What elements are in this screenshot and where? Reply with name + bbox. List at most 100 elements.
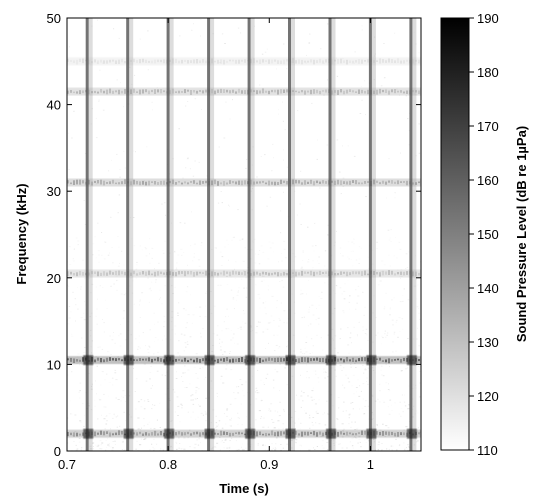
noise-speck bbox=[99, 448, 101, 450]
noise-speck bbox=[312, 314, 315, 316]
frequency-band-texture bbox=[361, 59, 363, 64]
noise-speck bbox=[323, 371, 325, 373]
frequency-band-texture bbox=[220, 88, 222, 93]
frequency-band-texture bbox=[91, 271, 93, 275]
noise-speck bbox=[351, 438, 353, 440]
frequency-band-texture bbox=[286, 273, 288, 276]
noise-speck bbox=[414, 413, 416, 415]
noise-speck bbox=[259, 84, 261, 86]
noise-speck bbox=[260, 379, 262, 381]
noise-speck bbox=[352, 374, 355, 376]
noise-speck bbox=[173, 252, 176, 253]
noise-speck bbox=[115, 416, 117, 418]
frequency-band-texture bbox=[274, 272, 276, 275]
frequency-band-texture bbox=[112, 179, 114, 184]
frequency-band-texture bbox=[118, 270, 120, 276]
frequency-band-texture bbox=[418, 90, 420, 94]
frequency-band-texture bbox=[307, 90, 309, 93]
noise-speck bbox=[205, 413, 208, 415]
frequency-band-texture bbox=[256, 60, 258, 63]
frequency-band-texture bbox=[112, 90, 114, 94]
noise-speck bbox=[334, 335, 335, 336]
noise-speck bbox=[405, 426, 408, 428]
noise-speck bbox=[271, 170, 273, 172]
frequency-band-texture bbox=[190, 90, 192, 95]
frequency-band-texture bbox=[352, 60, 354, 64]
noise-speck bbox=[309, 306, 311, 308]
pulse-hotspot bbox=[123, 428, 134, 439]
noise-speck bbox=[269, 439, 270, 441]
noise-speck bbox=[323, 268, 325, 270]
noise-speck bbox=[246, 287, 248, 289]
noise-speck bbox=[95, 137, 98, 139]
noise-speck bbox=[391, 299, 393, 301]
noise-speck bbox=[72, 260, 75, 262]
frequency-band-texture bbox=[331, 90, 333, 95]
pulse-tail bbox=[169, 18, 174, 451]
noise-speck bbox=[230, 339, 233, 341]
noise-speck bbox=[257, 369, 259, 371]
frequency-band-texture bbox=[235, 181, 237, 185]
noise-speck bbox=[143, 400, 146, 402]
noise-speck bbox=[342, 428, 345, 430]
noise-speck bbox=[195, 418, 197, 420]
noise-speck bbox=[305, 412, 307, 414]
x-tick-label: 0.9 bbox=[260, 457, 278, 472]
noise-speck bbox=[223, 321, 225, 323]
frequency-band-texture bbox=[415, 90, 417, 93]
noise-speck bbox=[286, 346, 288, 348]
noise-speck bbox=[325, 372, 327, 373]
noise-speck bbox=[389, 366, 390, 368]
frequency-band-texture bbox=[283, 271, 285, 276]
noise-speck bbox=[122, 390, 125, 392]
frequency-band-texture bbox=[82, 90, 84, 94]
frequency-band-texture bbox=[367, 89, 369, 95]
noise-speck bbox=[67, 319, 68, 321]
noise-speck bbox=[317, 139, 318, 141]
noise-speck bbox=[275, 443, 277, 445]
pulse-line bbox=[247, 18, 251, 451]
noise-speck bbox=[134, 74, 136, 76]
frequency-band-texture bbox=[136, 60, 138, 63]
frequency-band-texture bbox=[400, 271, 402, 275]
frequency-band-texture bbox=[319, 431, 321, 435]
frequency-band-texture bbox=[160, 271, 162, 275]
noise-speck bbox=[148, 288, 151, 290]
noise-speck bbox=[300, 267, 303, 269]
noise-speck bbox=[413, 405, 415, 407]
frequency-band-texture bbox=[358, 89, 360, 94]
frequency-band-texture bbox=[340, 431, 342, 435]
noise-speck bbox=[84, 301, 85, 303]
frequency-band-texture bbox=[385, 60, 387, 63]
noise-speck bbox=[367, 256, 369, 258]
noise-speck bbox=[351, 445, 354, 447]
noise-speck bbox=[273, 427, 276, 429]
noise-speck bbox=[200, 336, 202, 338]
frequency-band-texture bbox=[391, 89, 393, 93]
pulse-tail bbox=[331, 18, 336, 451]
noise-speck bbox=[200, 442, 201, 444]
noise-speck bbox=[414, 387, 417, 389]
noise-speck bbox=[129, 285, 131, 287]
noise-speck bbox=[154, 268, 155, 270]
frequency-band-texture bbox=[67, 432, 69, 437]
frequency-band-texture bbox=[286, 59, 288, 62]
noise-speck bbox=[347, 344, 350, 346]
frequency-band-texture bbox=[283, 431, 285, 435]
noise-speck bbox=[95, 444, 96, 446]
noise-speck bbox=[171, 222, 172, 224]
frequency-band-texture bbox=[349, 89, 351, 92]
frequency-band-texture bbox=[397, 58, 399, 63]
frequency-band-texture bbox=[397, 90, 399, 93]
noise-speck bbox=[360, 86, 362, 87]
noise-speck bbox=[224, 43, 226, 44]
frequency-band-texture bbox=[418, 59, 420, 64]
noise-speck bbox=[130, 416, 133, 418]
noise-speck bbox=[311, 352, 313, 354]
noise-speck bbox=[362, 326, 364, 328]
noise-speck bbox=[90, 335, 92, 337]
noise-speck bbox=[407, 408, 409, 410]
noise-speck bbox=[375, 334, 377, 336]
frequency-band-texture bbox=[280, 357, 282, 362]
noise-speck bbox=[356, 302, 358, 304]
